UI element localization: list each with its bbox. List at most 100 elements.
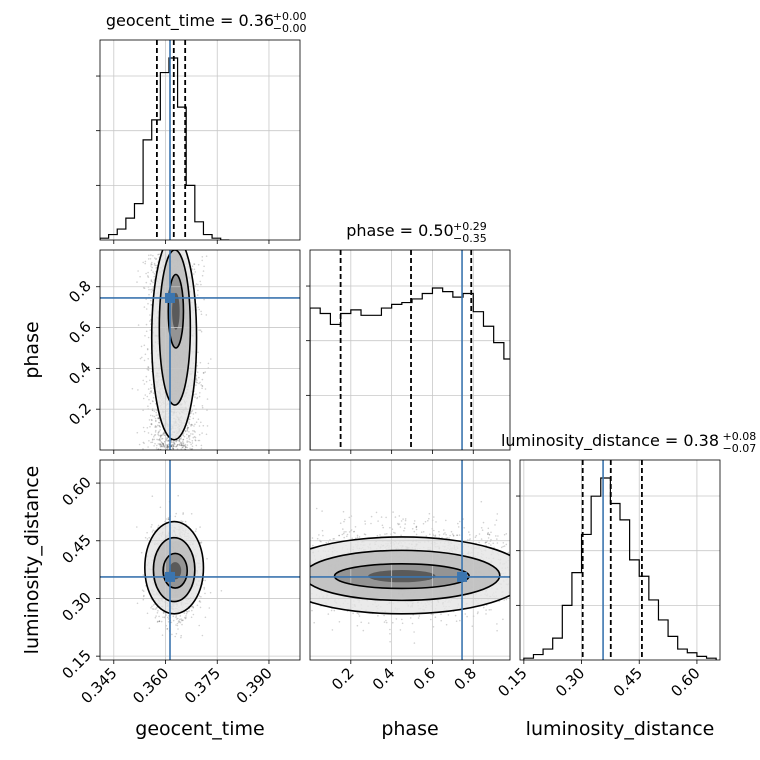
sample-point (197, 263, 200, 266)
sample-point (145, 380, 148, 383)
sample-point (204, 592, 206, 595)
sample-point (159, 439, 161, 442)
sample-point (197, 306, 199, 309)
sample-point (149, 314, 151, 316)
sample-point (159, 439, 161, 441)
sample-point (179, 621, 182, 624)
sample-point (147, 366, 150, 369)
sample-point (151, 419, 153, 422)
sample-point (143, 359, 146, 362)
sample-point (193, 268, 196, 271)
sample-point (175, 445, 178, 448)
sample-point (201, 255, 204, 258)
sample-point (147, 369, 150, 372)
sample-point (153, 436, 155, 438)
sample-point (199, 606, 202, 609)
sample-point (175, 632, 178, 635)
sample-point (198, 624, 200, 627)
sample-point (159, 442, 161, 445)
sample-point (203, 586, 205, 589)
sample-point (194, 271, 197, 273)
sample-point (155, 258, 157, 261)
sample-point (204, 388, 207, 390)
sample-point (150, 383, 153, 386)
sample-point (163, 432, 165, 434)
sample-point (167, 618, 170, 620)
sample-point (201, 406, 204, 409)
sample-point (201, 385, 204, 387)
sample-point (179, 442, 182, 444)
sample-point (154, 442, 156, 445)
sample-point (149, 329, 152, 331)
sample-point (178, 443, 181, 446)
sample-point (184, 617, 187, 620)
sample-point (195, 283, 198, 285)
sample-point (166, 445, 169, 448)
sample-point (180, 443, 183, 446)
sample-point (162, 443, 164, 446)
sample-point (179, 444, 181, 447)
sample-point (147, 388, 150, 390)
sample-point (149, 414, 152, 417)
sample-point (171, 443, 174, 446)
sample-point (150, 391, 153, 394)
sample-point (142, 574, 145, 576)
sample-point (186, 437, 188, 440)
sample-point (143, 344, 146, 347)
sample-point (180, 438, 182, 440)
sample-point (154, 608, 157, 610)
sample-point (190, 433, 192, 435)
sample-point (197, 418, 200, 421)
sample-point (192, 436, 195, 439)
sample-point (192, 606, 195, 609)
sample-point (162, 616, 164, 618)
sample-point (200, 596, 202, 598)
sample-point (182, 445, 185, 447)
sample-point (166, 437, 169, 439)
sample-point (157, 424, 159, 427)
sample-point (170, 445, 173, 447)
sample-point (150, 304, 153, 306)
sample-point (191, 609, 193, 612)
sample-point (191, 445, 194, 448)
sample-point (189, 447, 191, 450)
sample-point (203, 298, 205, 301)
sample-point (136, 602, 139, 605)
sample-point (139, 357, 142, 360)
sample-point (144, 394, 147, 396)
sample-point (145, 323, 148, 326)
sample-point (153, 415, 156, 418)
sample-point (172, 615, 175, 618)
sample-point (204, 616, 207, 619)
sample-point (188, 434, 190, 437)
sample-point (194, 411, 197, 414)
sample-point (195, 444, 198, 447)
sample-point (149, 258, 152, 260)
sample-point (157, 448, 160, 450)
sample-point (159, 429, 161, 431)
sample-point (158, 424, 160, 427)
sample-point (163, 616, 166, 619)
sample-point (177, 494, 179, 497)
sample-point (159, 446, 162, 448)
sample-point (167, 446, 169, 449)
sample-point (199, 329, 202, 332)
sample-point (167, 439, 169, 442)
sample-point (190, 423, 192, 426)
sample-point (195, 378, 197, 381)
sample-point (160, 620, 163, 623)
sample-point (198, 600, 201, 602)
sample-point (170, 445, 173, 448)
sample-point (198, 433, 201, 436)
sample-point (189, 441, 191, 444)
sample-point (179, 618, 181, 621)
sample-point (197, 351, 199, 354)
sample-point (182, 444, 185, 447)
sample-point (145, 272, 147, 275)
sample-point (157, 416, 160, 419)
sample-point (181, 623, 183, 626)
sample-point (150, 279, 153, 281)
sample-point (196, 365, 198, 367)
sample-point (150, 423, 153, 426)
sample-point (196, 294, 199, 296)
